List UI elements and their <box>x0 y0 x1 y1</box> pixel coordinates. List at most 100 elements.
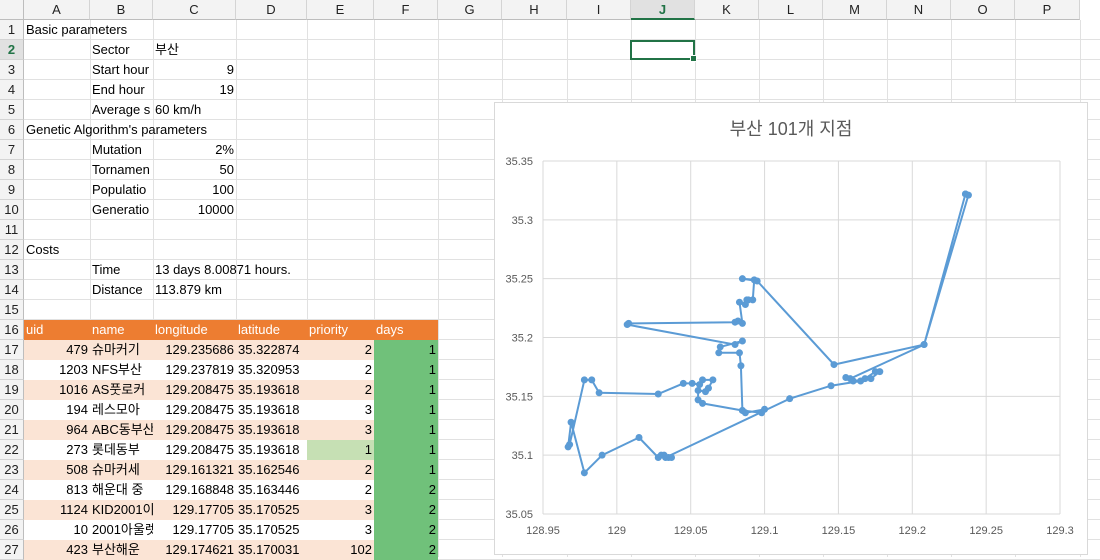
section-title-basic[interactable]: Basic parameters <box>26 22 128 37</box>
table-cell-days[interactable]: 1 <box>374 360 438 380</box>
column-header-i[interactable]: I <box>567 0 631 20</box>
table-cell-days[interactable]: 2 <box>374 520 438 540</box>
table-cell-uid[interactable]: 423 <box>24 540 90 560</box>
param-value[interactable]: 13 days 8.00871 hours. <box>155 262 291 277</box>
table-cell-uid[interactable]: 964 <box>24 420 90 440</box>
table-cell-days[interactable]: 1 <box>374 340 438 360</box>
row-header-26[interactable]: 26 <box>0 520 24 540</box>
param-value[interactable]: 100 <box>212 182 234 197</box>
table-cell-uid[interactable]: 10 <box>24 520 90 540</box>
row-header-11[interactable]: 11 <box>0 220 24 240</box>
table-cell-priority[interactable]: 102 <box>307 540 374 560</box>
row-header-8[interactable]: 8 <box>0 160 24 180</box>
table-cell-priority[interactable]: 2 <box>307 380 374 400</box>
table-cell-name[interactable]: KID2001이 <box>90 500 153 520</box>
table-cell-days[interactable]: 1 <box>374 380 438 400</box>
selected-cell[interactable] <box>630 40 697 62</box>
row-header-22[interactable]: 22 <box>0 440 24 460</box>
table-cell-priority[interactable]: 3 <box>307 400 374 420</box>
param-value[interactable]: 60 km/h <box>155 102 202 117</box>
param-value[interactable]: 9 <box>226 62 234 77</box>
table-header-longitude[interactable]: longitude <box>153 320 236 340</box>
row-header-20[interactable]: 20 <box>0 400 24 420</box>
column-header-m[interactable]: M <box>823 0 887 20</box>
table-cell-latitude[interactable]: 35.193618 <box>236 400 307 420</box>
column-header-n[interactable]: N <box>887 0 951 20</box>
param-label[interactable]: Start hour <box>92 62 150 77</box>
row-header-18[interactable]: 18 <box>0 360 24 380</box>
column-header-f[interactable]: F <box>374 0 438 20</box>
param-label[interactable]: Tornamen <box>92 162 150 177</box>
table-cell-name[interactable]: 레스모아 <box>90 400 153 420</box>
table-cell-uid[interactable]: 194 <box>24 400 90 420</box>
row-header-15[interactable]: 15 <box>0 300 24 320</box>
table-cell-name[interactable]: AS풋로커 <box>90 380 153 400</box>
table-cell-longitude[interactable]: 129.168848 <box>153 480 236 500</box>
table-cell-name[interactable]: 롯데동부 <box>90 440 153 460</box>
row-header-23[interactable]: 23 <box>0 460 24 480</box>
row-header-12[interactable]: 12 <box>0 240 24 260</box>
select-all-corner[interactable] <box>0 0 24 20</box>
row-header-16[interactable]: 16 <box>0 320 24 340</box>
column-header-l[interactable]: L <box>759 0 823 20</box>
table-cell-longitude[interactable]: 129.208475 <box>153 420 236 440</box>
table-cell-latitude[interactable]: 35.162546 <box>236 460 307 480</box>
table-cell-longitude[interactable]: 129.237819 <box>153 360 236 380</box>
row-header-1[interactable]: 1 <box>0 20 24 40</box>
table-cell-days[interactable]: 1 <box>374 400 438 420</box>
table-cell-priority[interactable]: 3 <box>307 420 374 440</box>
table-cell-longitude[interactable]: 129.235686 <box>153 340 236 360</box>
param-value[interactable]: 10000 <box>197 202 234 217</box>
table-cell-priority[interactable]: 2 <box>307 360 374 380</box>
chart-area[interactable]: 128.95 129 129.05 129.1 129.15 129.2 129.25 129… <box>494 102 1088 555</box>
table-cell-latitude[interactable]: 35.170031 <box>236 540 307 560</box>
table-header-uid[interactable]: uid <box>24 320 90 340</box>
row-header-3[interactable]: 3 <box>0 60 24 80</box>
row-header-2[interactable]: 2 <box>0 40 24 60</box>
column-header-j[interactable]: J <box>631 0 695 20</box>
table-cell-name[interactable]: 2001아울렛 <box>90 520 153 540</box>
param-label[interactable]: Distance <box>92 282 143 297</box>
table-cell-uid[interactable]: 813 <box>24 480 90 500</box>
param-value[interactable]: 50 <box>219 162 234 177</box>
param-label[interactable]: Populatio <box>92 182 147 197</box>
table-cell-uid[interactable]: 479 <box>24 340 90 360</box>
row-header-7[interactable]: 7 <box>0 140 24 160</box>
column-header-k[interactable]: K <box>695 0 759 20</box>
row-header-5[interactable]: 5 <box>0 100 24 120</box>
table-cell-latitude[interactable]: 35.322874 <box>236 340 307 360</box>
row-header-6[interactable]: 6 <box>0 120 24 140</box>
table-cell-priority[interactable]: 2 <box>307 480 374 500</box>
row-header-21[interactable]: 21 <box>0 420 24 440</box>
column-header-d[interactable]: D <box>236 0 307 20</box>
table-cell-latitude[interactable]: 35.170525 <box>236 520 307 540</box>
column-header-p[interactable]: P <box>1015 0 1080 20</box>
fill-handle[interactable] <box>690 55 697 62</box>
column-header-a[interactable]: A <box>24 0 90 20</box>
table-cell-longitude[interactable]: 129.208475 <box>153 440 236 460</box>
table-cell-priority[interactable]: 2 <box>307 460 374 480</box>
param-value[interactable]: 부산 <box>155 42 179 57</box>
table-cell-uid[interactable]: 1016 <box>24 380 90 400</box>
table-header-priority[interactable]: priority <box>307 320 374 340</box>
table-cell-longitude[interactable]: 129.208475 <box>153 400 236 420</box>
table-cell-name[interactable]: 해운대 중 <box>90 480 153 500</box>
row-header-4[interactable]: 4 <box>0 80 24 100</box>
param-value[interactable]: 2% <box>215 142 234 157</box>
table-cell-days[interactable]: 1 <box>374 420 438 440</box>
table-cell-priority[interactable]: 2 <box>307 340 374 360</box>
row-header-17[interactable]: 17 <box>0 340 24 360</box>
table-cell-uid[interactable]: 1203 <box>24 360 90 380</box>
table-header-latitude[interactable]: latitude <box>236 320 307 340</box>
table-cell-name[interactable]: ABC동부산 <box>90 420 153 440</box>
table-cell-longitude[interactable]: 129.17705 <box>153 500 236 520</box>
table-cell-longitude[interactable]: 129.161321 <box>153 460 236 480</box>
row-header-27[interactable]: 27 <box>0 540 24 560</box>
column-header-e[interactable]: E <box>307 0 374 20</box>
table-cell-days[interactable]: 2 <box>374 500 438 520</box>
table-header-days[interactable]: days <box>374 320 438 340</box>
table-cell-name[interactable]: 슈마커세 <box>90 460 153 480</box>
table-cell-longitude[interactable]: 129.174621 <box>153 540 236 560</box>
table-cell-days[interactable]: 2 <box>374 480 438 500</box>
param-label[interactable]: End hour <box>92 82 145 97</box>
